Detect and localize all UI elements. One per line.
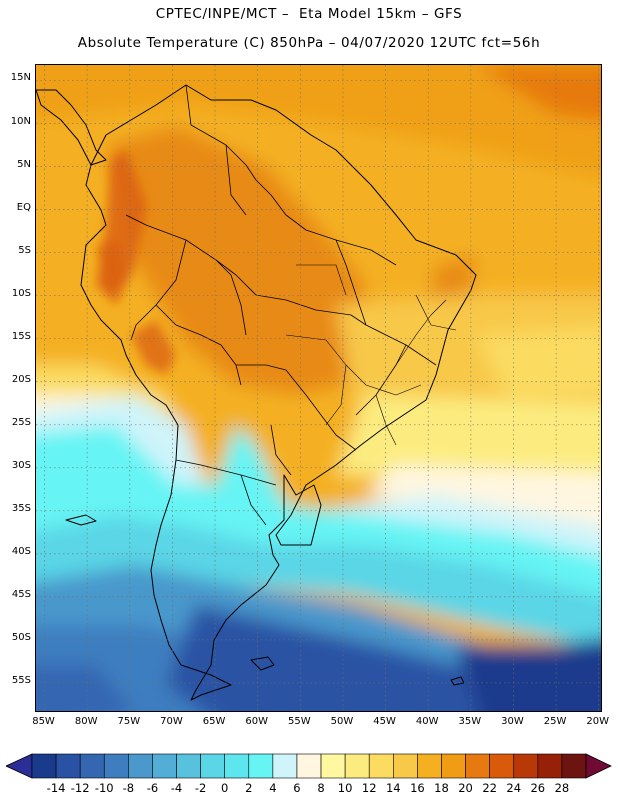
coastlines bbox=[36, 84, 477, 701]
longitude-label: 45W bbox=[373, 716, 396, 727]
temperature-map bbox=[35, 64, 602, 712]
colorbar-swatch bbox=[55, 753, 81, 779]
longitude-label: 40W bbox=[415, 716, 439, 727]
colorbar-tick-label: 12 bbox=[361, 781, 377, 795]
colorbar-tick-label: 10 bbox=[337, 781, 353, 795]
latitude-label: 40S bbox=[11, 545, 31, 557]
latitude-label: 10N bbox=[10, 115, 31, 127]
colorbar-tick-label: 28 bbox=[554, 781, 570, 795]
colorbar-low-arrow bbox=[6, 753, 33, 779]
colorbar-tick-label: -4 bbox=[170, 781, 183, 795]
colorbar-tick-label: 6 bbox=[293, 781, 301, 795]
colorbar-tick-label: -2 bbox=[194, 781, 207, 795]
colorbar-tick-label: 24 bbox=[506, 781, 522, 795]
colorbar-high-arrow bbox=[585, 753, 612, 779]
colorbar-tick-label: -12 bbox=[70, 781, 90, 795]
colorbar-swatch bbox=[537, 753, 563, 779]
colorbar bbox=[6, 753, 612, 779]
south-america-outline bbox=[80, 84, 477, 701]
longitude-label: 85W bbox=[32, 716, 55, 727]
latitude-label: EQ bbox=[16, 201, 31, 213]
colorbar-swatch bbox=[393, 753, 418, 779]
latitude-label: 20S bbox=[11, 373, 31, 385]
longitude-label: 80W bbox=[74, 716, 98, 727]
latitude-label: 50S bbox=[11, 631, 31, 643]
colorbar-tick-label: 8 bbox=[317, 781, 325, 795]
lat-lon-grid bbox=[36, 65, 601, 711]
colorbar-swatch bbox=[176, 753, 201, 779]
latitude-label: 55S bbox=[11, 674, 31, 686]
colorbar-tick-label: 0 bbox=[221, 781, 229, 795]
colorbar-swatch bbox=[200, 753, 225, 779]
colorbar-swatch bbox=[320, 753, 346, 779]
colorbar-swatch bbox=[441, 753, 466, 779]
colorbar-tick-label: -8 bbox=[122, 781, 135, 795]
colorbar-swatch bbox=[103, 753, 129, 779]
map-canvas bbox=[36, 65, 601, 711]
colorbar-tick-label: 16 bbox=[410, 781, 425, 795]
brazil-state-lines bbox=[285, 264, 457, 446]
latitude-label: 5N bbox=[17, 158, 31, 170]
latitude-label: 10S bbox=[11, 287, 31, 299]
colorbar-swatch bbox=[417, 753, 442, 779]
latitude-label: 45S bbox=[11, 588, 31, 600]
colorbar-tick-label: 18 bbox=[434, 781, 449, 795]
longitude-label: 20W bbox=[586, 716, 610, 727]
colorbar-tick-label: 2 bbox=[245, 781, 253, 795]
andes-warm-band bbox=[96, 150, 176, 375]
longitude-label: 25W bbox=[543, 716, 567, 727]
colorbar-swatch bbox=[344, 753, 370, 779]
temperature-field bbox=[36, 65, 601, 711]
longitude-label: 70W bbox=[160, 716, 183, 727]
colorbar-tick-label: -6 bbox=[146, 781, 159, 795]
colorbar-swatch bbox=[561, 753, 587, 779]
colorbar-swatch bbox=[31, 753, 57, 779]
colorbar-tick-label: 20 bbox=[458, 781, 473, 795]
longitude-label: 65W bbox=[202, 716, 226, 727]
latitude-label: 15S bbox=[11, 330, 31, 342]
colorbar-swatch bbox=[128, 753, 153, 779]
colorbar-swatch bbox=[79, 753, 105, 779]
colorbar-swatch bbox=[224, 753, 250, 779]
longitude-label: 55W bbox=[288, 716, 311, 727]
central-america-outline bbox=[36, 89, 107, 166]
longitude-label: 30W bbox=[501, 716, 524, 727]
latitude-label: 5S bbox=[18, 244, 31, 256]
colorbar-swatch bbox=[465, 753, 490, 779]
longitude-label: 75W bbox=[117, 716, 141, 727]
colorbar-swatch bbox=[489, 753, 515, 779]
chart-title-line1: CPTEC/INPE/MCT – Eta Model 15km – GFS bbox=[155, 6, 463, 22]
chart-title-line2: Absolute Temperature (C) 850hPa – 04/07/… bbox=[77, 35, 541, 51]
colorbar-swatch bbox=[368, 753, 394, 779]
latitude-label: 35S bbox=[11, 502, 31, 514]
colorbar-swatch bbox=[272, 753, 298, 779]
latitude-label: 30S bbox=[11, 459, 31, 471]
latitude-label: 15N bbox=[10, 72, 31, 84]
colorbar-tick-label: -14 bbox=[46, 781, 66, 795]
longitude-label: 35W bbox=[458, 716, 482, 727]
colorbar-tick-label: 26 bbox=[530, 781, 546, 795]
latitude-label: 25S bbox=[11, 416, 31, 428]
colorbar-tick-label: 14 bbox=[385, 781, 401, 795]
colorbar-tick-label: 4 bbox=[269, 781, 277, 795]
colorbar-tick-label: 22 bbox=[482, 781, 497, 795]
colorbar-swatch bbox=[248, 753, 274, 779]
longitude-label: 60W bbox=[245, 716, 268, 727]
colorbar-swatch bbox=[152, 753, 177, 779]
longitude-label: 50W bbox=[330, 716, 354, 727]
colorbar-swatch bbox=[513, 753, 539, 779]
country-borders bbox=[125, 84, 437, 526]
colorbar-swatch bbox=[296, 753, 322, 779]
colorbar-tick-label: -10 bbox=[94, 781, 114, 795]
